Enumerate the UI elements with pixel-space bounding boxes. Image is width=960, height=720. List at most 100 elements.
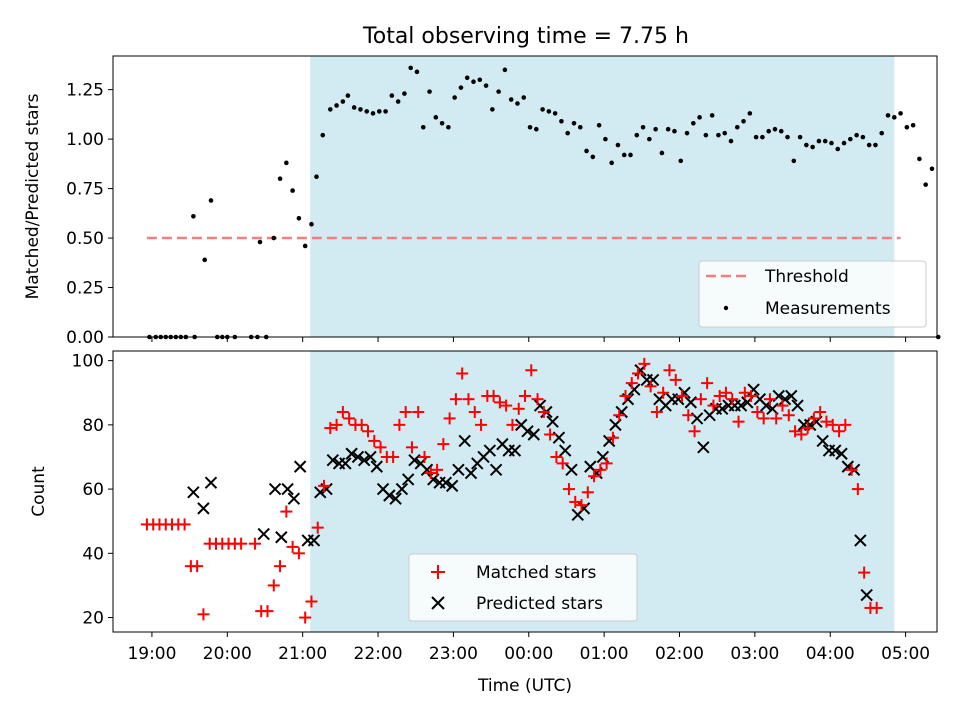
y-tick-label: 0.75 (66, 180, 104, 200)
ratio-legend-box (698, 260, 927, 328)
measurement-point (584, 148, 589, 154)
matched-star-marker (537, 406, 550, 419)
top-x-ticks (151, 337, 907, 342)
matched-star-marker (449, 393, 462, 406)
measurement-point (296, 215, 302, 221)
measurement-point (791, 158, 797, 164)
predicted-star-marker (854, 534, 867, 547)
measurement-point (778, 128, 784, 134)
predicted-marker-stroke (565, 463, 578, 477)
measurement-point (835, 146, 841, 152)
measurement-point (433, 115, 439, 120)
measurement-point (760, 134, 765, 140)
predicted-star-marker (275, 531, 288, 544)
measurement-point (885, 113, 891, 118)
predicted-marker-stroke (364, 450, 377, 464)
matched-star-marker (305, 595, 318, 608)
predicted-marker-stroke (358, 453, 371, 467)
predicted-star-marker (204, 476, 218, 489)
measurement-point (647, 136, 652, 142)
predicted-star-marker (628, 383, 641, 396)
count-panel: 19:00 20:00 21:00 22:00 23:00 00:00 01:00 02:00… (29, 350, 938, 696)
measurement-point (785, 134, 790, 140)
measurement-point (290, 188, 295, 193)
matched-star-marker (191, 560, 204, 573)
y-tick-label: 0.50 (66, 229, 104, 249)
measurement-point (665, 126, 671, 132)
matched-star-marker (456, 367, 469, 380)
x-tick-label: 21:00 (278, 644, 327, 664)
matched-star-marker (638, 357, 651, 370)
x-tick-label: 23:00 (429, 644, 478, 664)
matched-star-marker (374, 441, 387, 454)
predicted-marker-stroke (197, 502, 210, 515)
measurement-point (565, 130, 571, 136)
matched-star-marker (588, 470, 601, 483)
x-axis-label: Time (UTC) (477, 676, 572, 696)
measurement-point (716, 132, 721, 138)
predicted-star-marker (565, 463, 578, 477)
predicted-marker-stroke (439, 476, 453, 489)
predicted-marker-stroke (445, 479, 459, 493)
matched-star-marker (713, 389, 726, 402)
predicted-marker-stroke (753, 392, 767, 406)
measurement-point (334, 103, 339, 108)
predicted-star-marker (546, 415, 559, 428)
predicted-star-marker (646, 373, 660, 387)
predicted-star-marker (395, 482, 409, 496)
matched-star-marker (770, 412, 783, 425)
matched-star-marker (197, 608, 210, 621)
predicted-star-markers (187, 364, 873, 602)
legend-predicted-label: Predicted stars (476, 594, 603, 614)
predicted-marker-stroke (697, 441, 710, 454)
predicted-marker-stroke (293, 460, 307, 473)
predicted-star-marker (383, 489, 396, 502)
measurement-point (202, 257, 207, 263)
measurement-point (508, 97, 514, 102)
predicted-star-marker (345, 447, 358, 460)
predicted-marker-stroke (395, 482, 409, 496)
predicted-marker-stroke (521, 425, 534, 438)
measurement-point (628, 152, 633, 158)
predicted-marker-stroke (684, 396, 698, 409)
matched-star-marker (412, 406, 425, 419)
measurement-point (590, 154, 596, 160)
predicted-marker-stroke (734, 399, 748, 412)
matched-star-marker (311, 521, 324, 534)
predicted-star-marker (835, 447, 848, 460)
measurement-point (841, 140, 847, 146)
predicted-marker-stroke (345, 447, 358, 460)
matched-star-marker (726, 393, 739, 406)
predicted-star-marker (483, 444, 497, 457)
measurement-point (351, 105, 357, 110)
bottom-y-ticks: 20 40 60 80 100 (72, 352, 113, 629)
x-tick-label: 03:00 (730, 644, 779, 664)
measurement-point (860, 134, 866, 140)
measurement-point (402, 91, 407, 96)
measurement-point (571, 120, 577, 126)
measurement-point (734, 124, 740, 130)
measurement-point (314, 174, 319, 180)
predicted-star-marker (351, 450, 365, 464)
predicted-marker-stroke (376, 482, 390, 496)
measurement-point (741, 119, 746, 124)
predicted-star-marker (464, 466, 478, 480)
measurement-point (345, 93, 351, 98)
predicted-marker-stroke (552, 431, 566, 444)
x-tick-label: 20:00 (203, 644, 252, 664)
predicted-marker-stroke (275, 531, 288, 544)
measurement-point (709, 113, 715, 118)
measurement-point (496, 89, 501, 94)
predicted-star-marker (339, 457, 352, 470)
measurement-point (929, 166, 935, 172)
matched-star-marker (493, 396, 506, 409)
measurement-point (320, 132, 326, 138)
matched-star-marker (657, 386, 670, 399)
measurement-point (822, 138, 828, 144)
predicted-star-marker (187, 486, 200, 499)
matched-star-marker (286, 540, 299, 553)
measurement-point (653, 126, 658, 132)
measurement-point (502, 67, 508, 73)
predicted-marker-stroke (204, 476, 218, 489)
